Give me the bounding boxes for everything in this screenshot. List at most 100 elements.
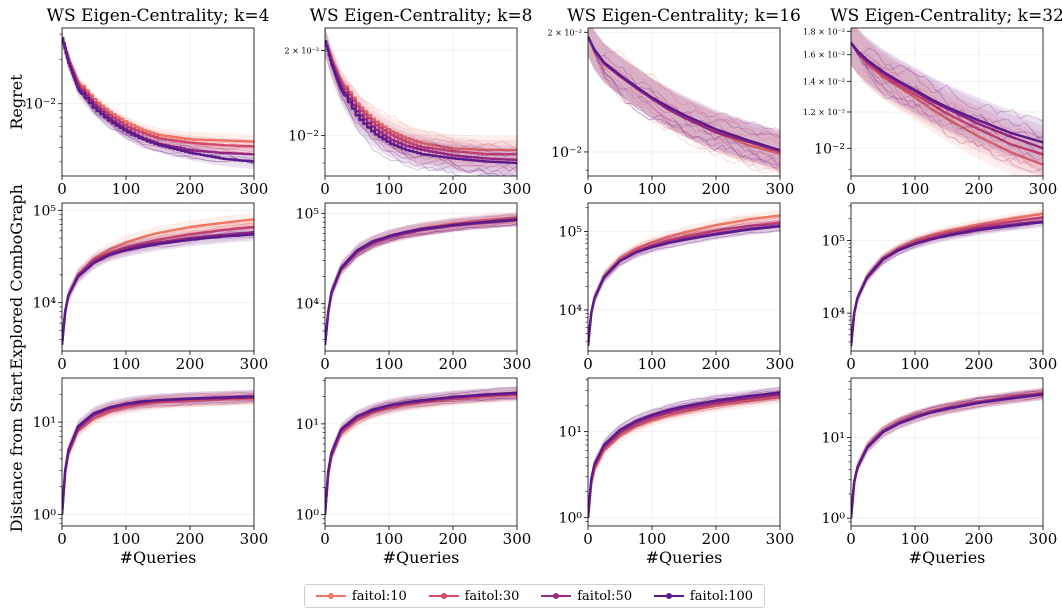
seed-line xyxy=(325,222,517,345)
confidence-band xyxy=(325,210,517,351)
seed-line xyxy=(325,390,517,515)
seed-line xyxy=(588,36,780,173)
seed-line xyxy=(588,36,780,174)
x-tick-label: 100 xyxy=(638,355,667,373)
series-line-faitol-100 xyxy=(325,40,517,165)
y-tick-label: 10⁰ xyxy=(822,511,846,527)
seed-line xyxy=(325,219,517,345)
confidence-band xyxy=(851,212,1043,351)
plot-frame xyxy=(61,202,255,352)
seed-line xyxy=(325,41,517,173)
seed-line xyxy=(325,219,517,345)
y-tick-label: 10¹ xyxy=(822,431,845,447)
y-tick-label: 10⁻² xyxy=(288,129,319,145)
x-tick-label: 0 xyxy=(846,355,856,373)
series-line-faitol-100 xyxy=(851,393,1043,519)
subplot-title: WS Eigen-Centrality; k=4 xyxy=(47,6,270,26)
subplot-2-0: 0 100 200 300 10⁰ 10¹ Distance from Start #Quer… xyxy=(7,371,268,567)
x-tick-label: 0 xyxy=(846,530,856,548)
x-tick-label: 200 xyxy=(439,180,468,198)
plot-frame xyxy=(324,27,518,177)
legend: faitol:10 faitol:30 faitol:50 faitol:100 xyxy=(304,584,765,608)
y-tick-label: 10¹ xyxy=(296,417,319,433)
x-tick-label: 300 xyxy=(1029,355,1058,373)
confidence-band xyxy=(851,28,1043,176)
confidence-band xyxy=(62,227,254,351)
subplot-1-0: 0 100 200 300 10⁴ 10⁵ Explored ComboGraph xyxy=(7,184,268,373)
x-tick-label: 200 xyxy=(965,355,994,373)
y-tick-label: 1.2 × 10⁻² xyxy=(803,108,845,117)
y-tick-label: 10¹ xyxy=(33,415,56,431)
x-tick-label: 300 xyxy=(503,355,532,373)
x-tick-label: 200 xyxy=(176,530,205,548)
series-line-faitol-30 xyxy=(325,392,517,515)
seed-line xyxy=(62,38,254,166)
confidence-band xyxy=(62,390,254,522)
legend-swatch-icon xyxy=(428,590,459,602)
seed-line xyxy=(325,222,517,345)
subplot-0-1: 0 100 200 300 10⁻² 2 × 10⁻² WS Eigen-Centralit… xyxy=(285,6,533,198)
x-tick-label: 200 xyxy=(702,355,731,373)
y-axis-label: Distance from Start xyxy=(7,371,26,532)
confidence-band xyxy=(325,28,517,169)
confidence-band xyxy=(325,386,517,522)
x-tick-label: 200 xyxy=(439,355,468,373)
y-tick-label: 1.4 × 10⁻² xyxy=(803,77,845,86)
y-tick-label: 10⁻² xyxy=(25,97,56,113)
confidence-band xyxy=(325,28,517,176)
plot-frame xyxy=(324,202,518,352)
y-tick-label: 2 × 10⁻² xyxy=(285,46,320,55)
x-tick-label: 0 xyxy=(320,180,330,198)
x-tick-label: 100 xyxy=(375,180,404,198)
x-tick-label: 300 xyxy=(766,355,795,373)
seed-line xyxy=(325,41,508,176)
x-tick-label: 0 xyxy=(583,180,593,198)
x-tick-label: 0 xyxy=(320,355,330,373)
seed-line xyxy=(325,41,516,176)
y-tick-label: 10⁰ xyxy=(33,507,57,523)
plot-frame xyxy=(850,202,1044,352)
x-axis-label: #Queries xyxy=(383,548,460,567)
subplot-2-3: 0 100 200 300 10⁰ 10¹ #Queries xyxy=(822,377,1058,567)
x-tick-label: 0 xyxy=(57,530,67,548)
x-axis-label: #Queries xyxy=(120,548,197,567)
x-tick-label: 200 xyxy=(965,180,994,198)
y-tick-label: 10¹ xyxy=(559,425,582,441)
y-tick-label: 10⁴ xyxy=(822,306,846,322)
plot-frame xyxy=(61,377,255,527)
seed-line xyxy=(325,41,517,176)
x-tick-label: 0 xyxy=(583,355,593,373)
subplot-2-1: 0 100 200 300 10⁰ 10¹ #Queries xyxy=(296,377,531,567)
confidence-band xyxy=(62,391,254,522)
plot-frame xyxy=(324,377,518,527)
seed-line xyxy=(325,224,517,345)
series-line-faitol-50 xyxy=(325,218,517,346)
subplot-title: WS Eigen-Centrality; k=32 xyxy=(830,6,1062,26)
confidence-band xyxy=(588,209,780,351)
x-tick-label: 300 xyxy=(240,180,269,198)
subplot-0-3: 0 100 200 300 10⁻² 1.2 × 10⁻² 1.4 × 10⁻² 1.6 × … xyxy=(803,6,1062,198)
x-tick-label: 200 xyxy=(702,530,731,548)
x-tick-label: 0 xyxy=(57,180,67,198)
legend-swatch-icon xyxy=(315,590,346,602)
confidence-band xyxy=(62,389,254,522)
legend-item-faitol-100: faitol:100 xyxy=(653,589,753,604)
legend-item-faitol-50: faitol:50 xyxy=(541,589,632,604)
y-tick-label: 1.6 × 10⁻² xyxy=(803,51,845,60)
y-tick-label: 2 × 10⁻² xyxy=(548,28,583,37)
x-tick-label: 0 xyxy=(320,530,330,548)
seed-line xyxy=(62,234,254,345)
x-tick-label: 100 xyxy=(638,180,667,198)
plot-frame xyxy=(587,27,781,177)
subplot-1-2: 0 100 200 300 10⁴ 10⁵ xyxy=(559,202,795,373)
x-tick-label: 300 xyxy=(1029,530,1058,548)
seed-line xyxy=(851,42,1043,173)
y-tick-label: 10⁵ xyxy=(296,206,320,222)
seed-line xyxy=(325,220,517,345)
confidence-band xyxy=(62,31,254,154)
x-tick-label: 300 xyxy=(503,180,532,198)
x-tick-label: 100 xyxy=(901,530,930,548)
plot-frame xyxy=(850,27,1044,177)
x-tick-label: 100 xyxy=(901,180,930,198)
series-line-faitol-100 xyxy=(588,36,780,152)
